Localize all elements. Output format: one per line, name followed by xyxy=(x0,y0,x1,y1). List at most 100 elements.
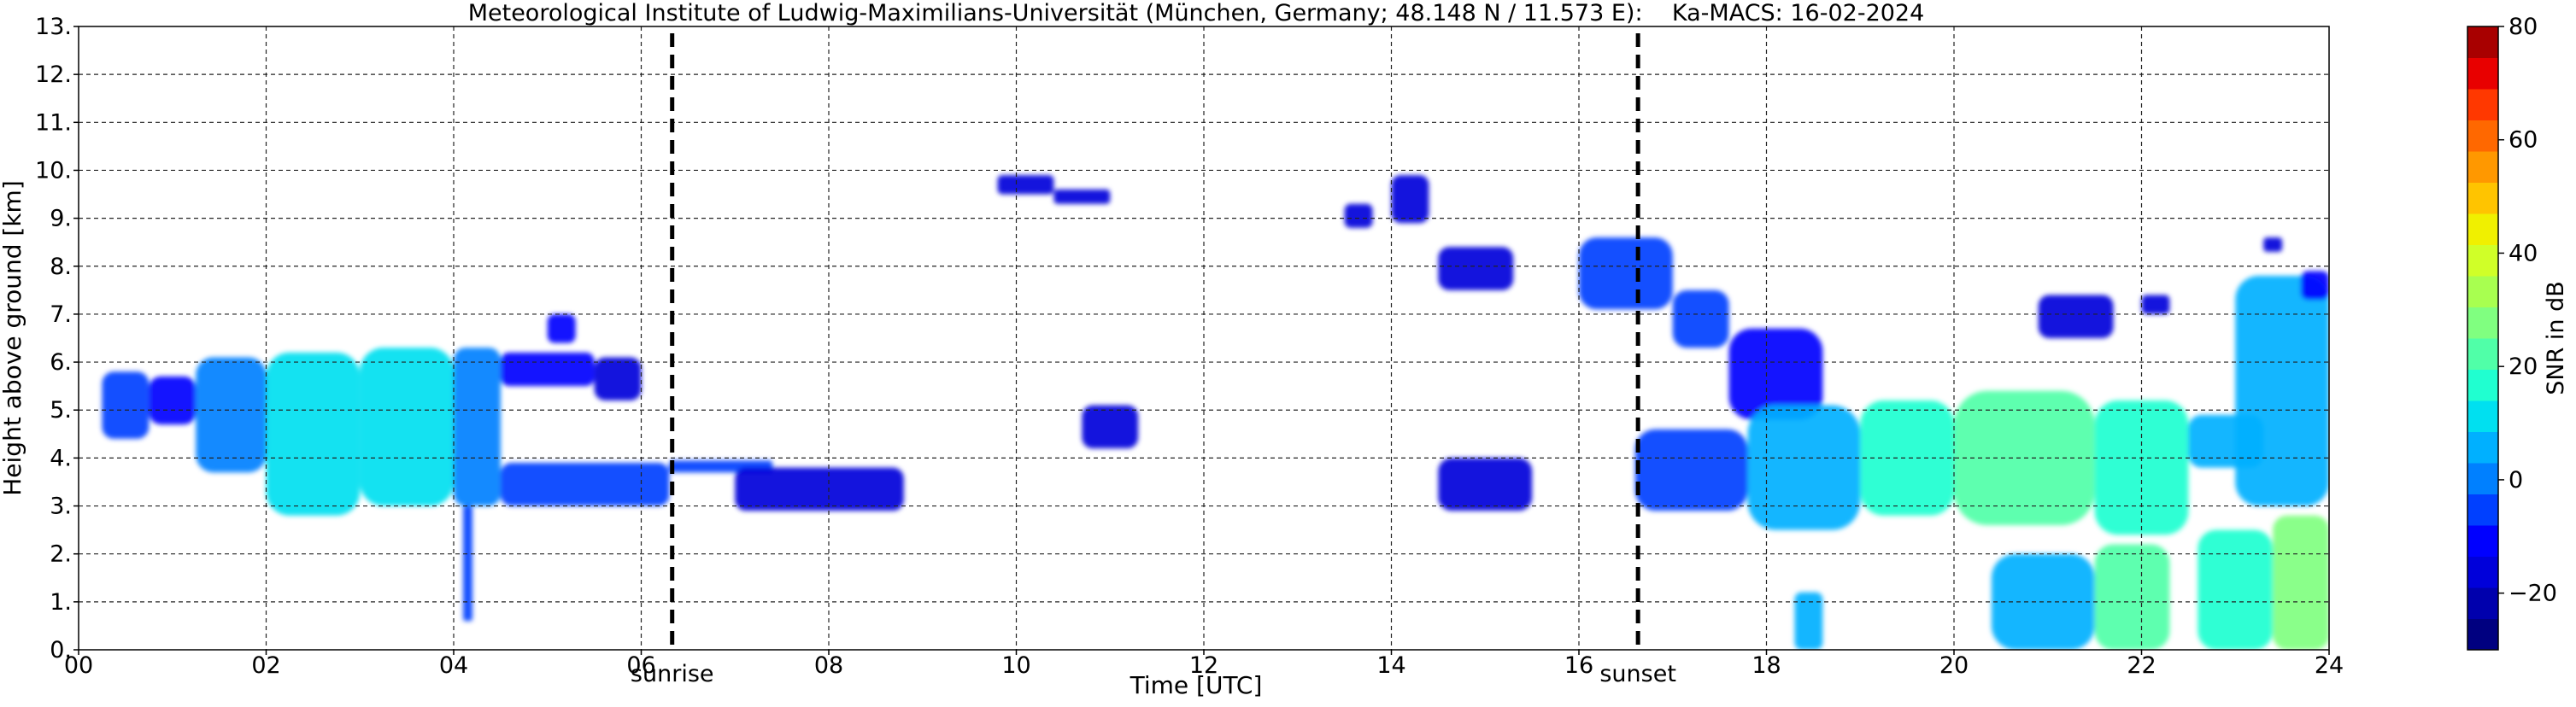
y-tick-label: 5. xyxy=(50,397,72,424)
x-tick-label: 12 xyxy=(1189,652,1218,679)
y-tick-label: 4. xyxy=(50,445,72,471)
echo-region xyxy=(2141,295,2170,314)
colorbar-tick-label: 0 xyxy=(2509,467,2523,494)
y-tick-label: 7. xyxy=(50,301,72,328)
colorbar-segment xyxy=(2467,182,2498,214)
sun-event-lines: sunrise sunset xyxy=(631,33,1676,687)
y-tick-label: 12. xyxy=(35,61,72,88)
colorbar-segment xyxy=(2467,556,2498,588)
y-tick-label: 2. xyxy=(50,541,72,568)
echo-region xyxy=(1391,175,1429,224)
echo-region xyxy=(594,357,642,400)
x-tick-label: 22 xyxy=(2127,652,2156,679)
colorbar-segment xyxy=(2467,431,2498,464)
echo-region xyxy=(2301,271,2329,301)
colorbar-segment xyxy=(2467,120,2498,152)
colorbar-tick-label: 60 xyxy=(2509,127,2538,154)
colorbar-tick-label: −20 xyxy=(2509,581,2557,607)
echo-region xyxy=(735,467,904,511)
echo-region xyxy=(196,357,267,473)
echo-layer xyxy=(102,175,2329,650)
x-tick-label: 06 xyxy=(626,652,655,679)
colorbar: 80 60 40 20 0 −20 xyxy=(2467,14,2557,651)
echo-region xyxy=(1728,328,1823,420)
x-tick-label: 20 xyxy=(1939,652,1969,679)
colorbar-tick-label: 80 xyxy=(2509,14,2538,40)
x-tick-label: 14 xyxy=(1376,652,1405,679)
colorbar-segment xyxy=(2467,89,2498,120)
echo-region xyxy=(1747,405,1861,530)
echo-region xyxy=(266,352,361,516)
x-axis-ticks: 00 02 04 06 08 10 12 14 16 18 20 22 24 xyxy=(64,650,2344,679)
echo-region xyxy=(2198,529,2274,650)
colorbar-segment xyxy=(2467,307,2498,339)
colorbar-tick-label: 20 xyxy=(2509,354,2538,380)
y-axis-ticks: 0. 1. 2. 3. 4. 5. 6. 7. 8. 9. 10. 11. 12. 13. xyxy=(35,14,79,663)
echo-region xyxy=(1672,289,1729,348)
colorbar-segment xyxy=(2467,525,2498,557)
x-tick-label: 16 xyxy=(1564,652,1593,679)
y-tick-label: 3. xyxy=(50,494,72,520)
colorbar-tick-label: 40 xyxy=(2509,240,2538,266)
colorbar-segment xyxy=(2467,400,2498,432)
echo-region xyxy=(1579,237,1673,310)
sunrise-label: sunrise xyxy=(631,661,714,687)
x-tick-label: 10 xyxy=(1001,652,1030,679)
x-tick-label: 00 xyxy=(64,652,93,679)
echo-region xyxy=(2094,544,2170,650)
echo-region xyxy=(500,463,670,506)
colorbar-segment xyxy=(2467,618,2498,651)
echo-region xyxy=(1634,429,1748,511)
y-tick-label: 1. xyxy=(50,589,72,616)
echo-region xyxy=(462,505,472,622)
echo-region xyxy=(2038,295,2114,338)
echo-region xyxy=(149,376,197,425)
echo-region xyxy=(997,175,1054,195)
x-tick-label: 18 xyxy=(1752,652,1781,679)
colorbar-segment xyxy=(2467,338,2498,370)
y-tick-label: 10. xyxy=(35,157,72,184)
colorbar-segment xyxy=(2467,369,2498,401)
echo-region xyxy=(547,313,576,343)
echo-region xyxy=(454,348,501,506)
y-tick-label: 13. xyxy=(35,14,72,40)
echo-region xyxy=(1053,189,1111,204)
y-tick-label: 6. xyxy=(50,349,72,376)
colorbar-segment xyxy=(2467,494,2498,526)
colorbar-segment xyxy=(2467,463,2498,494)
echo-region xyxy=(1794,592,1823,650)
sunset-label: sunset xyxy=(1599,661,1676,687)
echo-region xyxy=(102,371,150,439)
echo-region xyxy=(1438,458,1533,511)
colorbar-segment xyxy=(2467,587,2498,619)
echo-region xyxy=(500,352,595,387)
echo-region xyxy=(1438,247,1514,290)
grid-lines xyxy=(79,26,2329,650)
y-tick-label: 8. xyxy=(50,254,72,280)
y-axis-label: Height above ground [km] xyxy=(0,180,26,496)
y-tick-label: 9. xyxy=(50,206,72,232)
echo-region xyxy=(360,348,454,506)
x-tick-label: 02 xyxy=(251,652,280,679)
x-tick-label: 04 xyxy=(439,652,468,679)
colorbar-label: SNR in dB xyxy=(2543,281,2569,395)
x-tick-label: 24 xyxy=(2315,652,2344,679)
colorbar-segment xyxy=(2467,57,2498,90)
colorbar-segment xyxy=(2467,151,2498,183)
chart-title: Meteorological Institute of Ludwig-Maxim… xyxy=(468,0,1925,26)
echo-region xyxy=(2263,237,2283,252)
colorbar-segment xyxy=(2467,276,2498,307)
echo-region xyxy=(1860,400,1954,516)
colorbar-segment xyxy=(2467,26,2498,58)
x-tick-label: 08 xyxy=(814,652,843,679)
echo-region xyxy=(2273,515,2329,650)
echo-region xyxy=(1344,203,1373,228)
echo-region xyxy=(1082,405,1139,449)
y-tick-label: 11. xyxy=(35,109,72,136)
colorbar-frame xyxy=(2467,26,2499,651)
y-tick-label: 0. xyxy=(50,637,72,663)
colorbar-segment xyxy=(2467,213,2498,245)
x-axis-label: Time [UTC] xyxy=(1130,671,1263,699)
